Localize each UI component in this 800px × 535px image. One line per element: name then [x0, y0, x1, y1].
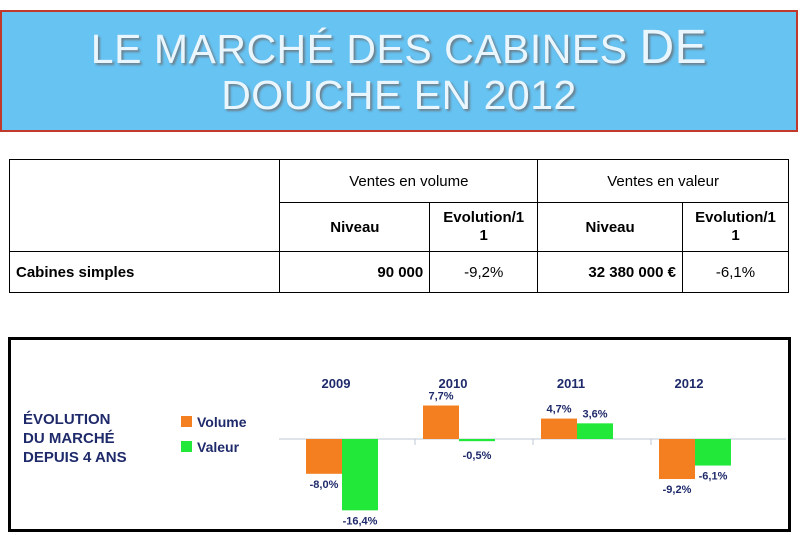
bar-valeur-2010	[459, 439, 495, 442]
row-label: Cabines simples	[8, 251, 281, 293]
header-ventes-volume: Ventes en volume	[279, 159, 539, 203]
chart-title-line: DU MARCHÉ	[23, 430, 115, 447]
data-label-valeur-2009: -16,4%	[343, 515, 378, 527]
title-line-1: LE MARCHÉ DES CABINES DE	[90, 23, 707, 72]
data-label-volume-2011: 4,7%	[546, 404, 571, 416]
data-label-valeur-2010: -0,5%	[463, 450, 492, 462]
bar-volume-2012	[659, 439, 695, 480]
header-volume-niveau: Niveau	[279, 202, 431, 252]
legend-swatch-valeur	[181, 441, 192, 452]
table-row: Cabines simples 90 000 -9,2% 32 380 000 …	[8, 251, 790, 293]
data-label-valeur-2011: 3,6%	[582, 408, 607, 420]
data-label-valeur-2012: -6,1%	[699, 471, 728, 483]
title-line-2: DOUCHE EN 2012	[221, 71, 577, 118]
cell-volume-evolution: -9,2%	[429, 251, 539, 293]
bar-valeur-2012	[695, 439, 731, 466]
cell-valeur-niveau: 32 380 000 €	[537, 251, 683, 293]
category-label-2011: 2011	[557, 376, 585, 391]
chart-title-line: DEPUIS 4 ANS	[23, 449, 127, 466]
header-valeur-niveau: Niveau	[537, 202, 683, 252]
bar-valeur-2009	[342, 439, 378, 511]
cell-volume-niveau: 90 000	[279, 251, 431, 293]
category-label-2012: 2012	[675, 376, 704, 391]
data-label-volume-2010: 7,7%	[428, 391, 453, 403]
bar-volume-2009	[306, 439, 342, 474]
cell-valeur-evolution: -6,1%	[681, 251, 790, 293]
bar-volume-2011	[541, 418, 577, 439]
table-corner-cell	[8, 159, 281, 252]
sales-table: Ventes en volume Ventes en valeur Niveau…	[8, 159, 790, 293]
header-valeur-evolution: Evolution/1 1	[681, 202, 790, 252]
title-line-1-big: DE	[639, 20, 708, 74]
data-label-volume-2009: -8,0%	[310, 479, 339, 491]
data-label-volume-2012: -9,2%	[663, 484, 692, 496]
legend-label-volume: Volume	[197, 414, 247, 430]
title-banner: LE MARCHÉ DES CABINES DE DOUCHE EN 2012	[0, 10, 798, 132]
bar-volume-2010	[423, 405, 459, 439]
header-volume-evolution: Evolution/1 1	[429, 202, 539, 252]
legend-label-valeur: Valeur	[197, 439, 240, 455]
chart-panel: ÉVOLUTION DU MARCHÉ DEPUIS 4 ANS Volume Vale…	[8, 337, 791, 532]
header-ventes-valeur: Ventes en valeur	[537, 159, 789, 203]
legend-swatch-volume	[181, 416, 192, 427]
category-label-2009: 2009	[322, 376, 351, 391]
chart-title-line: ÉVOLUTION	[23, 411, 111, 428]
category-label-2010: 2010	[439, 376, 468, 391]
title-line-1-main: LE MARCHÉ DES CABINES	[90, 25, 628, 72]
evolution-chart: ÉVOLUTION DU MARCHÉ DEPUIS 4 ANS Volume Vale…	[23, 376, 786, 527]
bar-valeur-2011	[577, 423, 613, 439]
